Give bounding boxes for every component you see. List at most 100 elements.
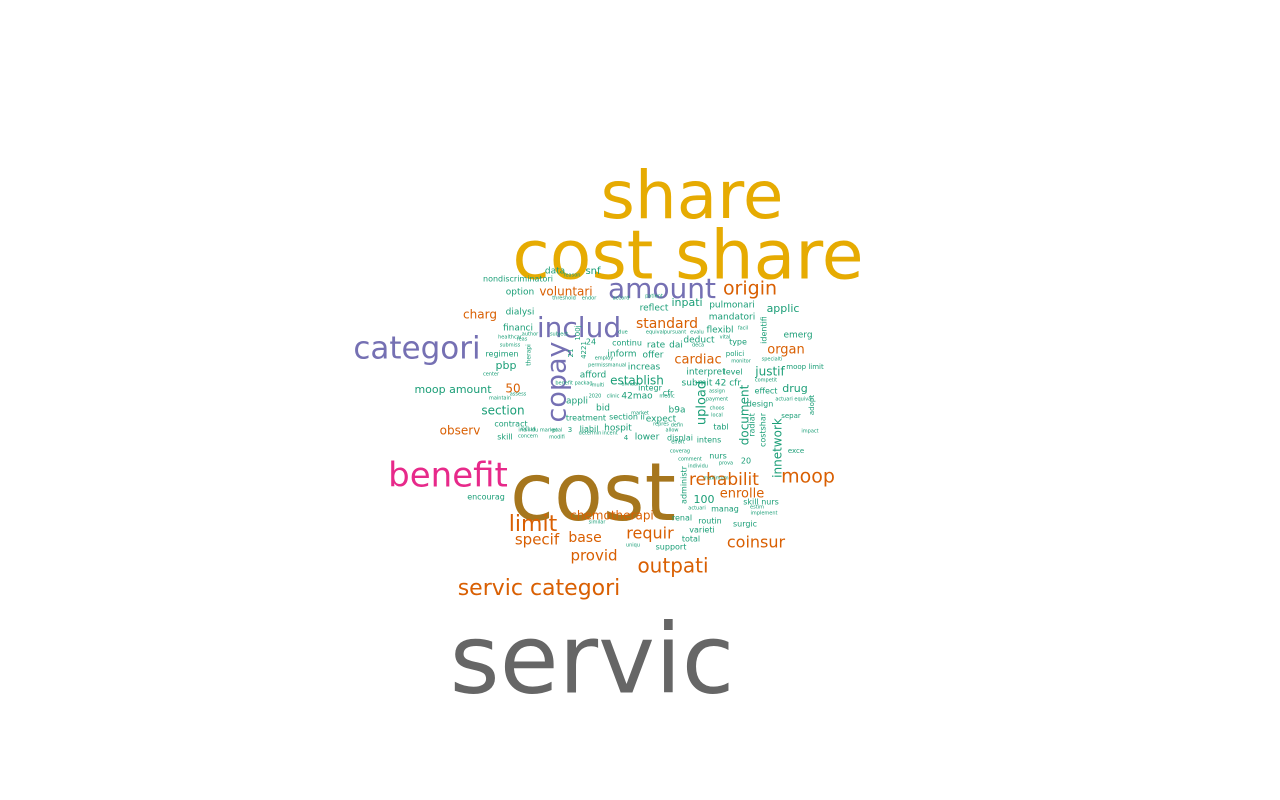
- cloud-word: facil: [738, 326, 748, 332]
- cloud-word: submit: [682, 379, 713, 389]
- cloud-word: defin: [671, 423, 684, 429]
- cloud-word: charg: [463, 308, 497, 322]
- cloud-word: impact: [801, 429, 818, 435]
- cloud-word: regimen: [485, 350, 518, 359]
- cloud-word: specif: [515, 531, 560, 549]
- cloud-word: establish: [610, 374, 664, 388]
- cloud-word: moop limit: [786, 363, 824, 371]
- cloud-word: 4221: [580, 341, 588, 359]
- cloud-word: chemotherapi: [570, 509, 654, 523]
- cloud-word: bid: [596, 404, 610, 414]
- cloud-word: 100j: [574, 325, 582, 340]
- cloud-word: includ: [520, 427, 535, 433]
- cloud-word: annual: [621, 382, 638, 388]
- cloud-word: costshar: [759, 412, 768, 447]
- cloud-word: servic categori: [458, 576, 621, 601]
- cloud-word: appli: [566, 397, 588, 407]
- cloud-word: 20: [741, 457, 751, 466]
- cloud-word: innetwork: [771, 418, 785, 478]
- cloud-word: payment: [706, 397, 728, 403]
- cloud-word: manual: [608, 363, 627, 369]
- cloud-word: medic: [659, 394, 675, 400]
- cloud-word: specialti: [762, 357, 783, 363]
- cloud-word: rate: [647, 341, 666, 351]
- cloud-word: nurs: [709, 452, 727, 461]
- cloud-word: hospit: [604, 424, 632, 434]
- cloud-word: cost share: [512, 217, 863, 296]
- cloud-word: moop: [781, 466, 835, 488]
- cloud-word: renal: [672, 514, 692, 523]
- cloud-word: radiat: [748, 413, 757, 437]
- cloud-word: exce: [788, 447, 804, 455]
- cloud-word: deduct: [683, 336, 715, 346]
- cloud-word: local: [711, 413, 723, 419]
- cloud-word: submiss: [500, 343, 521, 349]
- cloud-word: level: [723, 368, 742, 377]
- cloud-word: maximum: [703, 476, 728, 482]
- cloud-word: accord: [613, 296, 630, 302]
- cloud-word: 24: [586, 338, 596, 347]
- cloud-word: choos: [710, 406, 725, 412]
- cloud-word: rehabilit: [689, 470, 759, 490]
- cloud-word: maintain: [489, 396, 511, 402]
- cloud-word: contract: [494, 420, 527, 429]
- cloud-word: 42mao: [621, 392, 653, 402]
- cloud-word: equival: [646, 330, 664, 336]
- cloud-word: type: [729, 338, 747, 347]
- cloud-word: document: [738, 384, 752, 445]
- cloud-word: standard: [636, 316, 698, 332]
- cloud-word: modifi: [549, 435, 565, 441]
- cloud-word: manag: [711, 505, 739, 514]
- cloud-word: skill: [497, 433, 512, 442]
- cloud-word: increas: [628, 363, 661, 373]
- cloud-word: dialysi: [506, 308, 535, 318]
- cloud-word: 42 cfr: [715, 379, 741, 389]
- cloud-word: allow: [666, 428, 679, 434]
- cloud-word: upload: [695, 381, 710, 425]
- cloud-word: individu market: [518, 428, 557, 434]
- cloud-word: data: [545, 267, 565, 277]
- cloud-word: option: [506, 288, 534, 298]
- cloud-word: vital: [720, 335, 731, 341]
- cloud-word: cost: [510, 446, 676, 539]
- cloud-word: multi: [592, 383, 605, 389]
- cloud-word: integr: [638, 384, 662, 393]
- cloud-word: center: [483, 372, 500, 378]
- cloud-word: encourag: [467, 493, 505, 502]
- cloud-word: assign: [709, 389, 725, 395]
- cloud-word: coverag: [670, 449, 690, 455]
- cloud-word: varieti: [689, 526, 714, 535]
- cloud-word: intens: [697, 436, 722, 445]
- cloud-word: 2020: [589, 394, 602, 400]
- cloud-word: effort: [671, 440, 685, 446]
- cloud-word: clinic: [607, 394, 620, 400]
- cloud-word: adopt: [808, 395, 816, 415]
- cloud-word: categori: [353, 331, 480, 367]
- cloud-word: 3: [568, 426, 572, 434]
- cloud-word: applic: [767, 302, 800, 315]
- cloud-word: provid: [570, 547, 617, 565]
- cloud-word: servic: [450, 603, 735, 715]
- cloud-word: section ii: [609, 413, 645, 422]
- cloud-word: expect: [646, 415, 677, 425]
- cloud-word: goal: [552, 428, 563, 434]
- cloud-word: separ: [781, 412, 801, 420]
- cloud-word: evalu: [690, 330, 704, 336]
- cloud-word: tabl: [713, 423, 728, 432]
- cloud-word: lower: [635, 433, 660, 443]
- cloud-word: section: [481, 404, 524, 418]
- cloud-word: includ: [537, 311, 621, 344]
- cloud-word: implement: [751, 511, 778, 517]
- cloud-word: incent: [602, 431, 618, 437]
- cloud-word: copay: [542, 341, 573, 422]
- cloud-word: reflect: [640, 304, 669, 314]
- cloud-word: pulmonari: [709, 301, 755, 311]
- cloud-word: 50: [505, 382, 520, 396]
- cloud-word: patient: [645, 294, 663, 300]
- cloud-word: total: [682, 535, 700, 544]
- cloud-word: polici: [726, 350, 744, 358]
- cloud-word: observ: [440, 424, 481, 438]
- cloud-word: amount: [608, 272, 716, 305]
- cloud-word: displai: [667, 434, 693, 443]
- cloud-word: 100: [694, 493, 715, 506]
